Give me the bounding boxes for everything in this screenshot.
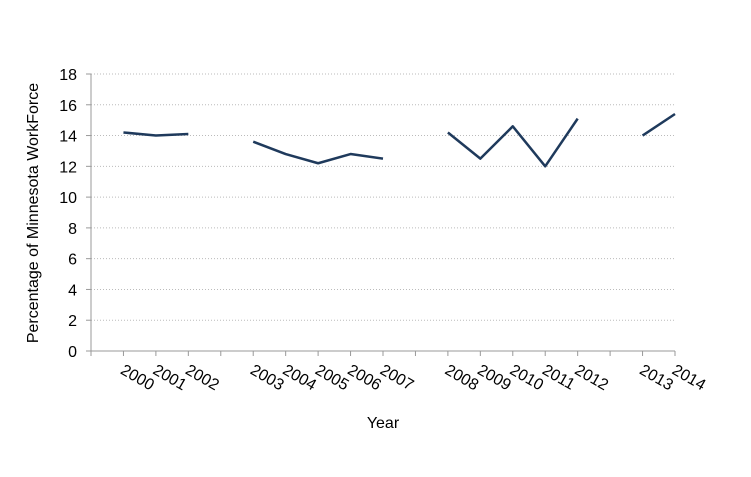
y-tick-label: 6 bbox=[68, 252, 77, 269]
data-line bbox=[123, 112, 676, 168]
x-tick-label: 2010 bbox=[507, 362, 546, 395]
y-tick-label: 4 bbox=[68, 282, 77, 299]
x-tick-label: 2014 bbox=[669, 362, 708, 395]
y-tick-label: 18 bbox=[59, 67, 77, 84]
y-tick-label: 16 bbox=[59, 98, 77, 115]
y-tick-label: 8 bbox=[68, 221, 77, 238]
x-tick-label: 2003 bbox=[247, 362, 286, 395]
x-tick-label: 2004 bbox=[280, 362, 319, 395]
x-tick-label: 2012 bbox=[572, 362, 611, 395]
y-axis-label: Percentage of Minnesota WorkForce bbox=[25, 83, 42, 343]
x-axis-label: Year bbox=[367, 415, 400, 432]
x-tick-label: 2011 bbox=[539, 362, 577, 394]
x-tick-label: 2000 bbox=[117, 362, 156, 395]
y-tick-label: 10 bbox=[59, 190, 77, 207]
y-tick-label: 14 bbox=[59, 129, 77, 146]
y-tick-label: 0 bbox=[68, 344, 77, 361]
x-tick-label: 2001 bbox=[150, 362, 189, 395]
y-tick-label: 12 bbox=[59, 159, 77, 176]
x-tick-label: 2005 bbox=[312, 362, 351, 395]
x-tick-label: 2009 bbox=[474, 362, 513, 395]
x-tick-label: 2007 bbox=[377, 362, 416, 395]
y-tick-label: 2 bbox=[68, 313, 77, 330]
x-tick-label: 2006 bbox=[345, 362, 384, 395]
x-tick-label: 2002 bbox=[182, 362, 221, 395]
x-tick-label: 2008 bbox=[442, 362, 481, 395]
x-tick-label: 2013 bbox=[637, 362, 676, 395]
